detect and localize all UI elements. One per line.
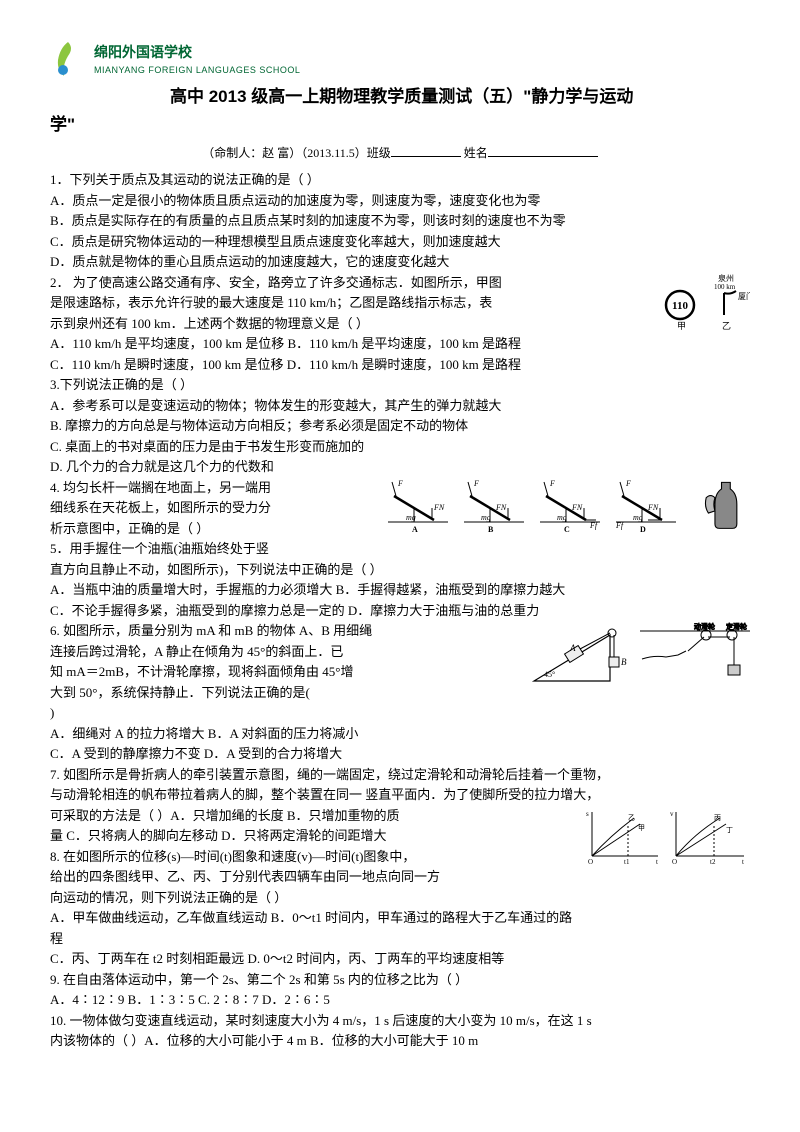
q2-opt-a: A．110 km/h 是平均速度，100 km 是位移 B．110 km/h 是…: [50, 334, 750, 354]
q5-opt-c: C．不论手握得多紧，油瓶受到的摩擦力总是一定的 D．摩擦力大于油瓶与油的总重力: [50, 601, 750, 621]
label-jia: 甲: [677, 321, 686, 331]
q5-stem-1: 5．用手握住一个油瓶(油瓶始终处于竖: [50, 539, 750, 559]
q1-opt-b: B．质点是实际存在的有质量的点且质点某时刻的加速度不为零，则该时刻的速度也不为零: [50, 211, 750, 231]
q7-stem-1: 7. 如图所示是骨折病人的牵引装置示意图，绳的一端固定，绕过定滑轮和动滑轮后挂着…: [50, 765, 750, 785]
svg-text:45°: 45°: [544, 670, 555, 679]
q8-figure: s t O 乙 甲 t1 v t O 丙 丁 t2: [580, 806, 750, 866]
exam-title-main: 高中 2013 级高一上期物理教学质量测试（五）"静力学与运动: [50, 84, 750, 110]
svg-text:FN: FN: [495, 503, 507, 512]
svg-text:F: F: [549, 479, 555, 488]
q7-stem-2: 与动滑轮相连的帆布带拉着病人的脚，整个装置在同一 竖直平面内．为了使脚所受的拉力…: [50, 785, 750, 805]
q3-opt-c: C. 桌面上的书对桌面的压力是由于书发生形变而施加的: [50, 437, 750, 457]
svg-text:O: O: [672, 858, 677, 866]
label-yi: 乙: [722, 321, 731, 331]
svg-text:D: D: [640, 525, 646, 534]
svg-text:丁: 丁: [726, 826, 733, 834]
svg-text:B: B: [621, 657, 627, 667]
q5-opt-a: A．当瓶中油的质量增大时，手握瓶的力必须增大 B．手握得越紧，油瓶受到的摩擦力越…: [50, 580, 750, 600]
fig-label: 100 km: [714, 283, 736, 291]
q10-stem-2: 内该物体的（ ）A．位移的大小可能小于 4 m B．位移的大小可能大于 10 m: [50, 1031, 750, 1051]
svg-text:FN: FN: [571, 503, 583, 512]
q9-opt-a: A．4∶12∶9 B．1∶3∶5 C. 2∶8∶7 D．2∶6∶5: [50, 990, 750, 1010]
info-line: （命制人：赵 富）（2013.11.5）班级 姓名: [50, 143, 750, 162]
svg-text:乙: 乙: [628, 814, 635, 822]
svg-text:s: s: [586, 810, 589, 818]
q1-stem: 1．下列关于质点及其运动的说法正确的是（ ）: [50, 170, 750, 190]
svg-text:B: B: [488, 525, 494, 534]
svg-text:mg: mg: [633, 513, 643, 522]
q6-stem-5: ): [50, 703, 750, 723]
q2-opt-c: C．110 km/h 是瞬时速度，100 km 是位移 D．110 km/h 是…: [50, 355, 750, 375]
q2-stem-2: 是限速路标，表示允许行驶的最大速度是 110 km/h；乙图是路线指示标志，表: [50, 293, 750, 313]
school-name-english: MIANYANG FOREIGN LANGUAGES SCHOOL: [94, 64, 300, 78]
svg-text:t1: t1: [624, 858, 630, 866]
svg-text:F: F: [473, 479, 479, 488]
class-blank[interactable]: [391, 143, 461, 157]
svg-text:甲: 甲: [638, 824, 645, 832]
q8-opt-c: C．丙、丁两车在 t2 时刻相距最远 D. 0～t2 时间内，丙、丁两车的平均速…: [50, 949, 750, 969]
q3-opt-d: D. 几个力的合力就是这几个力的代数和: [50, 457, 750, 477]
svg-text:mg: mg: [481, 513, 491, 522]
exam-title-sub: 学": [50, 112, 750, 138]
svg-text:t: t: [742, 858, 744, 866]
q5-stem-2: 直方向且静止不动，如图所示)，下列说法中正确的是（ ）: [50, 560, 750, 580]
q5-bottle-figure: [704, 478, 750, 536]
svg-text:丙: 丙: [714, 814, 721, 822]
school-name-block: 绵阳外国语学校 MIANYANG FOREIGN LANGUAGES SCHOO…: [94, 43, 300, 78]
q8-opt-a: A．甲车做曲线运动，乙车做直线运动 B．0～t1 时间内，甲车通过的路程大于乙车…: [50, 908, 750, 928]
q3-opt-a: A．参考系可以是变速运动的物体；物体发生的形变越大，其产生的弹力就越大: [50, 396, 750, 416]
svg-text:mg: mg: [557, 513, 567, 522]
q3-opt-b: B. 摩擦力的方向总是与物体运动方向相反；参考系必须是固定不动的物体: [50, 416, 750, 436]
q6-opt-a: A．细绳对 A 的拉力将增大 B．A 对斜面的压力将减小: [50, 724, 750, 744]
q2-figure: 泉州 100 km 110 厦门 甲 乙: [662, 273, 750, 335]
svg-text:F: F: [397, 479, 403, 488]
q10-stem-1: 10. 一物体做匀变速直线运动，某时刻速度大小为 4 m/s，1 s 后速度的大…: [50, 1011, 750, 1031]
school-logo-icon: [50, 40, 86, 80]
speed-limit-value: 110: [672, 300, 688, 312]
svg-text:FN: FN: [647, 503, 659, 512]
svg-text:t: t: [656, 858, 658, 866]
svg-text:t2: t2: [710, 858, 716, 866]
fig-label: 厦门: [738, 291, 750, 301]
q9-stem: 9. 在自由落体运动中，第一个 2s、第二个 2s 和第 5s 内的位移之比为（…: [50, 970, 750, 990]
svg-text:A: A: [569, 643, 576, 653]
q4-figure: F mg FN A F mg FN B F mg FN Ff C F mg FN…: [388, 478, 698, 534]
name-blank[interactable]: [488, 143, 598, 157]
q6-figure: 45° A B 动滑轮 定滑轮: [530, 621, 750, 691]
q1-opt-a: A．质点一定是很小的物体质且质点运动的加速度为零，则速度为零，速度变化也为零: [50, 191, 750, 211]
fig-label: 泉州: [718, 273, 734, 283]
q8-opt-a2: 程: [50, 929, 750, 949]
svg-text:F: F: [625, 479, 631, 488]
svg-text:C: C: [564, 525, 570, 534]
svg-text:v: v: [670, 810, 674, 818]
school-name-chinese: 绵阳外国语学校: [94, 43, 300, 64]
svg-text:定滑轮: 定滑轮: [726, 622, 747, 631]
q1-opt-d: D．质点就是物体的重心且质点运动的加速度越大，它的速度变化越大: [50, 252, 750, 272]
svg-text:O: O: [588, 858, 593, 866]
name-label: 姓名: [464, 146, 488, 160]
author-date-label: （命制人：赵 富）（2013.11.5）班级: [202, 146, 391, 160]
q1-opt-c: C．质点是研究物体运动的一种理想模型且质点速度变化率越大，则加速度越大: [50, 232, 750, 252]
svg-text:A: A: [412, 525, 418, 534]
q2-stem-1: 2． 为了使高速公路交通有序、安全，路旁立了许多交通标志．如图所示，甲图: [50, 273, 750, 293]
header: 绵阳外国语学校 MIANYANG FOREIGN LANGUAGES SCHOO…: [50, 40, 750, 80]
svg-text:动滑轮: 动滑轮: [694, 622, 715, 631]
q8-stem-3: 向运动的情况，则下列说法正确的是（ ）: [50, 888, 750, 908]
svg-text:mg: mg: [406, 513, 416, 522]
q2-stem-3: 示到泉州还有 100 km．上述两个数据的物理意义是（ ）: [50, 314, 750, 334]
q3-stem: 3.下列说法正确的是（ ）: [50, 375, 750, 395]
q6-opt-c: C．A 受到的静摩擦力不变 D．A 受到的合力将增大: [50, 744, 750, 764]
q8-stem-2: 给出的四条图线甲、乙、丙、丁分别代表四辆车由同一地点向同一方: [50, 867, 750, 887]
svg-text:FN: FN: [433, 503, 445, 512]
